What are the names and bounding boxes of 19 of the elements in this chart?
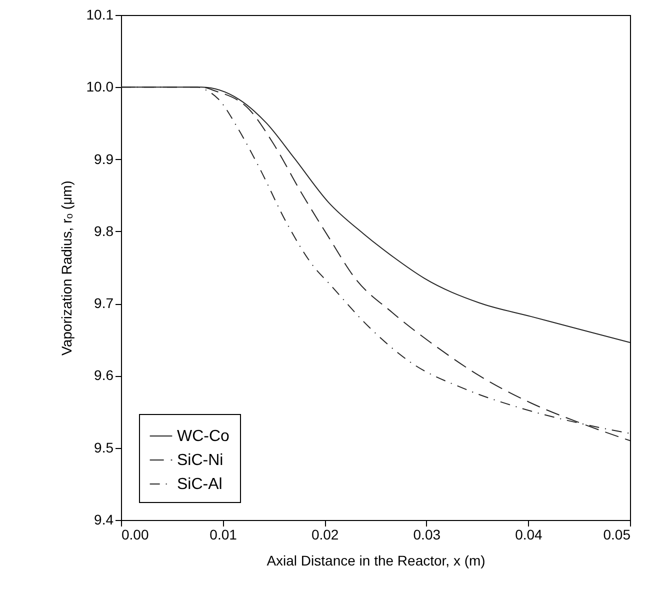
y-axis-title: Vaporization Radius, rₒ (μm) (58, 180, 74, 356)
y-tick-label: 9.4 (94, 512, 114, 528)
y-tick-label: 9.9 (94, 150, 114, 167)
legend-label: WC-Co (177, 428, 230, 445)
y-tick-label: 10.0 (86, 78, 114, 95)
y-tick-label: 9.5 (94, 439, 114, 456)
x-axis-title: Axial Distance in the Reactor, x (m) (266, 552, 486, 568)
x-tick-label: 0.03 (413, 526, 441, 542)
legend-label: SiC-Ni (177, 452, 224, 469)
x-tick-label: 0.04 (515, 526, 543, 542)
y-tick-label: 9.7 (94, 295, 114, 312)
x-tick-label: 0.00 (122, 526, 149, 542)
y-tick-label: 9.6 (94, 367, 114, 384)
x-tick-label: 0.01 (210, 526, 238, 542)
x-tick-label: 0.02 (311, 526, 339, 542)
legend-label: SiC-Al (177, 476, 222, 493)
y-tick-label: 10.1 (86, 6, 114, 22)
x-tick-label: 0.05 (603, 526, 631, 542)
y-tick-label: 9.8 (94, 222, 114, 239)
